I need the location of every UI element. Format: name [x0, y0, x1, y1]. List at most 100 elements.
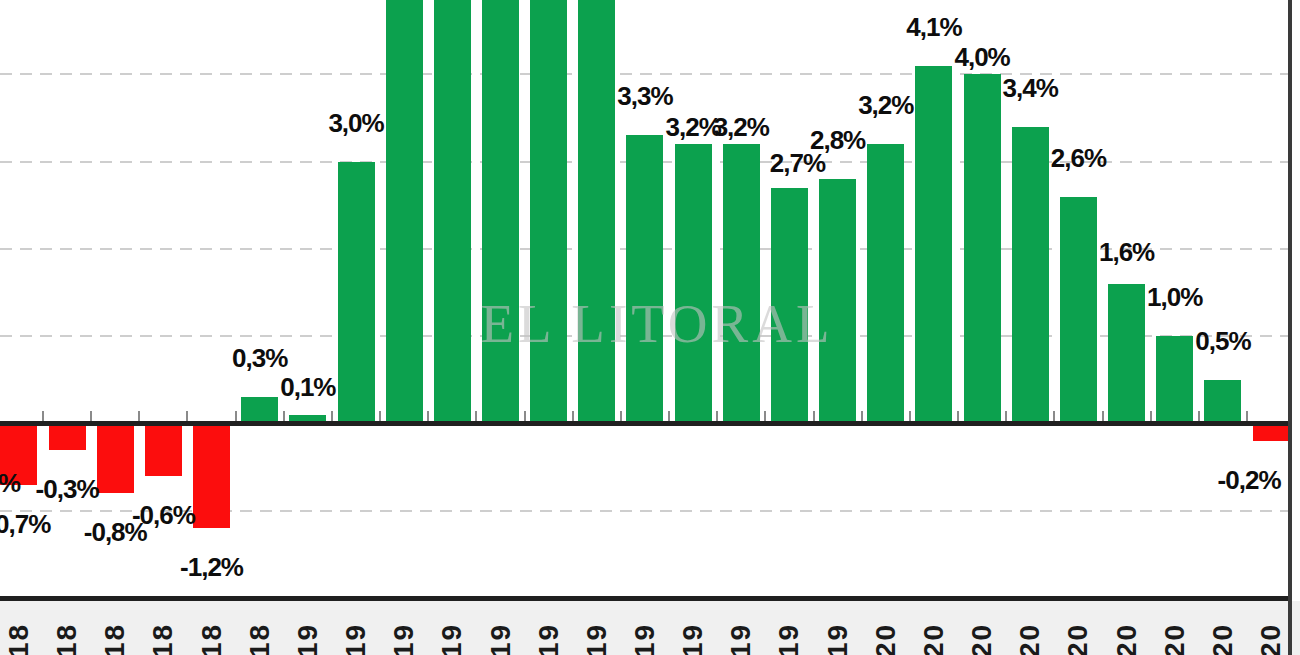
bar-value-label: -0,6%	[132, 500, 195, 530]
x-axis-year-label: 18	[197, 623, 227, 655]
bar	[530, 0, 567, 422]
axis-tick	[1198, 411, 1200, 421]
axis-tick	[42, 411, 44, 421]
x-axis-year-label: 20	[967, 623, 997, 655]
bar-value-label: 2,6%	[1051, 143, 1106, 173]
bar-value-label: -0,7%	[0, 509, 50, 539]
bar-value-label: 4,0%	[954, 42, 1009, 72]
bar	[723, 144, 760, 422]
x-axis-year-label: 19	[582, 623, 612, 655]
bar	[193, 426, 230, 528]
bar-value-label: 3,4%	[1003, 73, 1058, 103]
axis-tick	[379, 411, 381, 421]
gridline-4pct	[0, 73, 1290, 75]
x-axis-year-label: 20	[1160, 623, 1190, 655]
x-axis-year-label: 18	[100, 623, 130, 655]
axis-tick	[90, 411, 92, 421]
axis-tick	[957, 411, 959, 421]
x-axis-year-label: 19	[823, 623, 853, 655]
bar-value-label: 3,0%	[328, 108, 383, 138]
x-axis-zero-line	[0, 421, 1292, 426]
x-axis-year-label: 19	[630, 623, 660, 655]
axis-tick	[909, 411, 911, 421]
bar-value-label: 3,3%	[617, 81, 672, 111]
axis-tick	[235, 411, 237, 421]
bar	[578, 0, 615, 422]
axis-tick	[186, 411, 188, 421]
x-axis-year-label: 19	[389, 623, 419, 655]
x-axis-year-label: 20	[1208, 623, 1238, 655]
x-axis-year-label: 19	[341, 623, 371, 655]
x-axis-year-label: 18	[4, 623, 34, 655]
bar-value-label: -0,2%	[1218, 465, 1281, 495]
axis-tick	[138, 411, 140, 421]
bar-value-label: 2,8%	[810, 125, 865, 155]
bar-value-label: 0,1%	[280, 372, 335, 402]
axis-tick	[1005, 411, 1007, 421]
axis-tick	[620, 411, 622, 421]
axis-tick	[475, 411, 477, 421]
bar	[1253, 426, 1290, 441]
axis-tick	[668, 411, 670, 421]
bar	[915, 66, 952, 422]
bar-value-label: 1,0%	[1147, 282, 1202, 312]
plot-right-border	[1288, 0, 1292, 655]
bar	[675, 144, 712, 422]
x-axis-year-label: 20	[1063, 623, 1093, 655]
bar	[1060, 197, 1097, 422]
axis-tick	[331, 411, 333, 421]
bar	[482, 0, 519, 422]
bar	[386, 0, 423, 422]
axis-tick	[1150, 411, 1152, 421]
bar-value-label: 3,2%	[665, 112, 720, 142]
bar-value-label: -0,3%	[36, 474, 99, 504]
watermark: EL LITORAL	[480, 292, 833, 355]
bar	[1204, 380, 1241, 422]
axis-tick	[524, 411, 526, 421]
x-axis-year-label: 18	[148, 623, 178, 655]
x-axis-year-label: 18	[245, 623, 275, 655]
bar-value-label: 4,1%	[906, 12, 961, 42]
bar	[867, 144, 904, 422]
bar	[964, 74, 1001, 422]
x-axis-year-label: 19	[774, 623, 804, 655]
bar-value-label: -1,2%	[180, 552, 243, 582]
bar-value-label: 3,2%	[714, 112, 769, 142]
axis-tick	[1102, 411, 1104, 421]
axis-tick	[572, 411, 574, 421]
bar	[1012, 127, 1049, 422]
x-axis-year-label: 20	[1112, 623, 1142, 655]
bar	[338, 162, 375, 422]
x-axis-year-label: 19	[486, 623, 516, 655]
x-axis-year-label: 20	[919, 623, 949, 655]
bar-value-label: 3,2%	[858, 90, 913, 120]
axis-tick	[283, 411, 285, 421]
axis-tick	[861, 411, 863, 421]
axis-tick	[813, 411, 815, 421]
axis-tick	[1053, 411, 1055, 421]
x-axis-year-label: 20	[1256, 623, 1286, 655]
x-axis-year-label: 19	[534, 623, 564, 655]
axis-tick	[1246, 411, 1248, 421]
x-axis-year-label: 18	[52, 623, 82, 655]
clipped-label-fragment: %	[0, 468, 21, 498]
bar-chart: EL LITORAL % -0,7%18-0,3%18-0,8%18-0,6%1…	[0, 0, 1300, 655]
x-axis-year-label: 19	[437, 623, 467, 655]
bar	[145, 426, 182, 476]
bar	[49, 426, 86, 450]
x-axis-year-label: 19	[726, 623, 756, 655]
axis-tick	[764, 411, 766, 421]
bar	[1156, 336, 1193, 422]
x-axis-year-label: 19	[678, 623, 708, 655]
bar	[434, 0, 471, 422]
x-axis-year-label: 20	[1015, 623, 1045, 655]
x-axis-year-label: 19	[293, 623, 323, 655]
bar	[1108, 284, 1145, 422]
bar	[97, 426, 134, 493]
bar-value-label: 0,5%	[1195, 326, 1250, 356]
bar	[241, 397, 278, 422]
axis-tick	[716, 411, 718, 421]
bar	[626, 135, 663, 422]
axis-tick	[427, 411, 429, 421]
bar-value-label: 0,3%	[232, 343, 287, 373]
